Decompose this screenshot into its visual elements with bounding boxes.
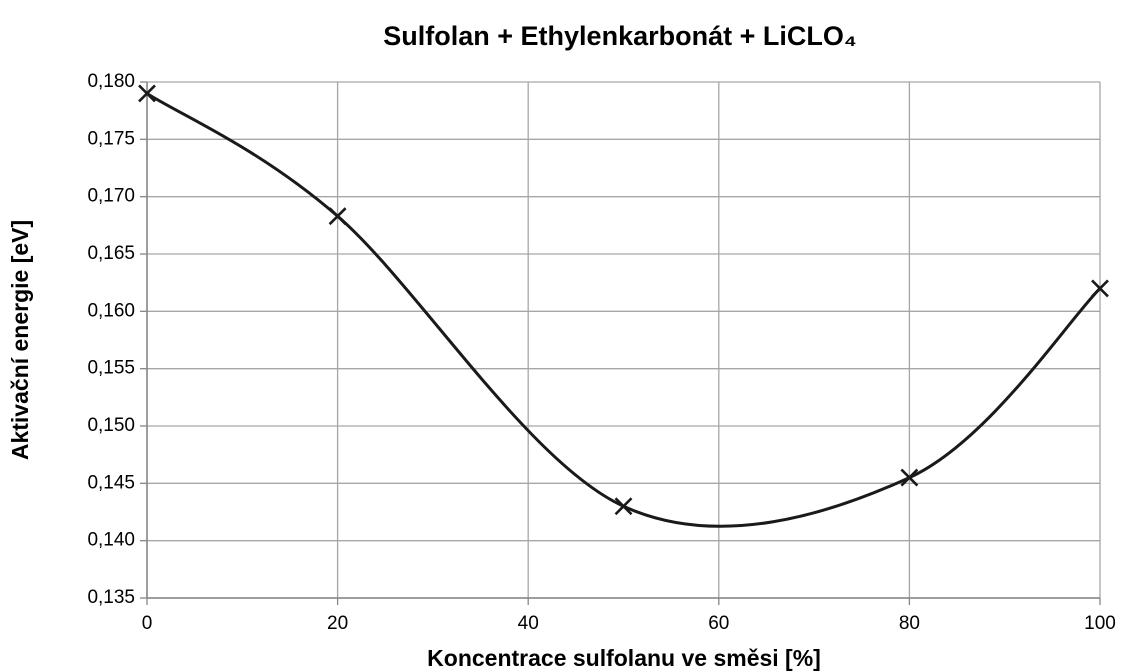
- y-tick-label: 0,180: [87, 71, 135, 92]
- marker: [328, 207, 347, 226]
- y-tick-label: 0,165: [87, 243, 135, 264]
- x-axis-label: Koncentrace sulfolanu ve směsi [%]: [427, 645, 821, 671]
- y-tick-label: 0,155: [87, 358, 135, 379]
- x-tick-label: 0: [142, 613, 153, 634]
- marker: [900, 468, 919, 487]
- chart-title: Sulfolan + Ethylenkarbonát + LiCLO₄: [383, 21, 856, 51]
- x-tick-label: 80: [899, 613, 920, 634]
- y-tick-label: 0,135: [87, 587, 135, 608]
- y-tick-label: 0,145: [87, 472, 135, 493]
- x-tick-label: 40: [518, 613, 539, 634]
- x-tick-label: 60: [708, 613, 729, 634]
- x-tick-label: 20: [327, 613, 348, 634]
- marker: [1091, 279, 1109, 298]
- y-tick-label: 0,140: [87, 530, 135, 551]
- marker: [138, 84, 156, 103]
- y-tick-label: 0,175: [87, 128, 135, 149]
- x-tick-label: 100: [1084, 613, 1116, 634]
- marker: [614, 497, 633, 516]
- y-tick-label: 0,170: [87, 186, 135, 207]
- y-tick-label: 0,160: [87, 300, 135, 321]
- y-axis-label: Aktivační energie [eV]: [7, 220, 33, 460]
- y-tick-label: 0,150: [87, 415, 135, 436]
